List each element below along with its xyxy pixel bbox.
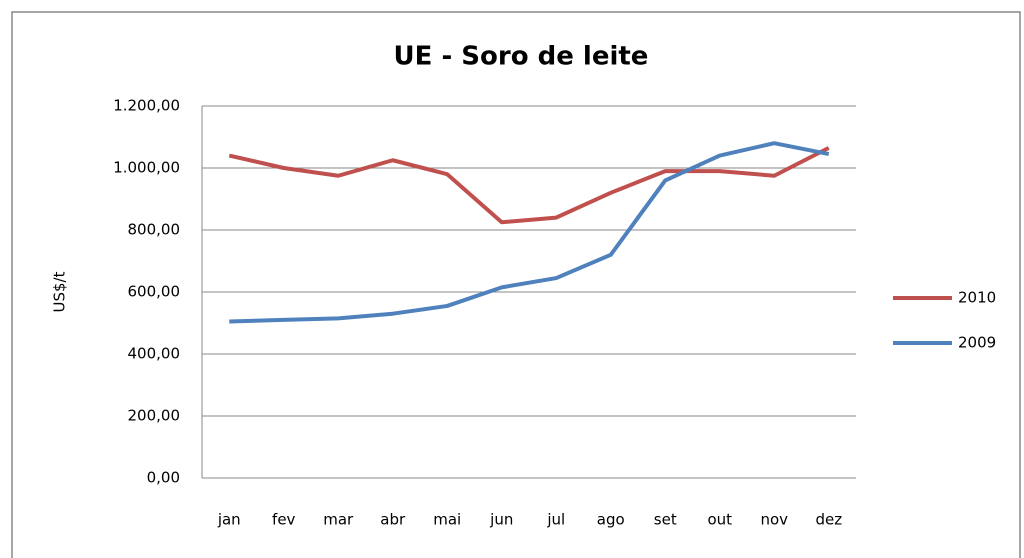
- x-tick-label: set: [654, 511, 677, 529]
- y-tick-label: 400,00: [128, 345, 181, 363]
- x-tick-label: mai: [433, 511, 461, 529]
- y-tick-label: 0,00: [147, 469, 180, 487]
- y-tick-label: 200,00: [128, 407, 181, 425]
- legend-label: 2010: [958, 289, 996, 307]
- x-tick-label: dez: [815, 511, 842, 529]
- y-tick-label: 1.200,00: [113, 97, 180, 115]
- x-tick-label: jul: [546, 511, 565, 529]
- x-tick-label: mar: [323, 511, 354, 529]
- x-tick-label: out: [707, 511, 732, 529]
- y-tick-label: 800,00: [128, 221, 181, 239]
- y-axis-label: US$/t: [51, 271, 69, 312]
- y-tick-label: 1.000,00: [113, 159, 180, 177]
- x-tick-label: fev: [272, 511, 296, 529]
- chart-title: UE - Soro de leite: [394, 42, 649, 72]
- x-tick-label: nov: [760, 511, 788, 529]
- x-tick-label: jan: [217, 511, 241, 529]
- series-line: [229, 141, 830, 324]
- legend-label: 2009: [958, 334, 996, 352]
- x-tick-label: ago: [597, 511, 625, 529]
- x-tick-label: abr: [380, 511, 406, 529]
- y-tick-label: 600,00: [128, 283, 181, 301]
- x-tick-label: jun: [489, 511, 513, 529]
- series-line: [228, 146, 830, 225]
